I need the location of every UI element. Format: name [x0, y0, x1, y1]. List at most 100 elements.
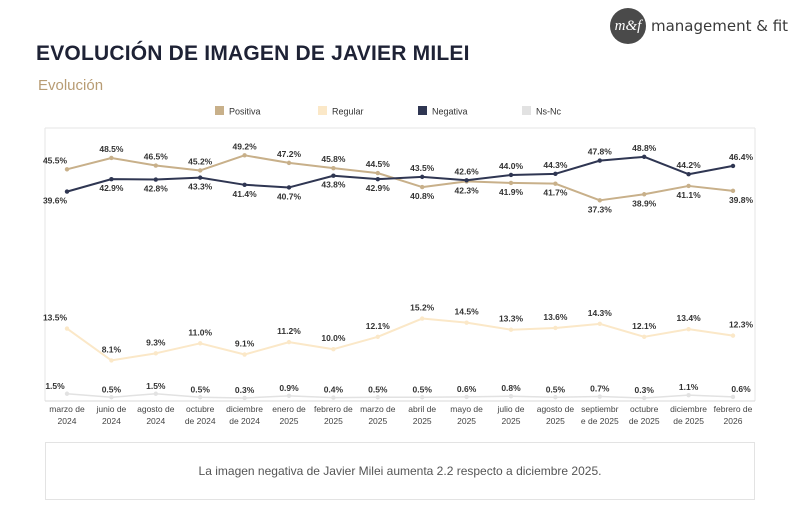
x-tick-label: diciembre	[670, 404, 707, 414]
data-label-ns-nc: 0.4%	[324, 385, 344, 395]
data-label-negativa: 42.9%	[366, 183, 391, 193]
data-label-positiva: 41.1%	[677, 190, 702, 200]
data-point-ns-nc	[597, 394, 602, 399]
data-label-negativa: 44.0%	[499, 161, 524, 171]
data-label-regular: 11.0%	[188, 327, 212, 337]
data-point-regular	[553, 325, 558, 331]
data-label-positiva: 47.2%	[277, 149, 302, 159]
data-label-ns-nc: 0.7%	[590, 384, 610, 394]
legend-swatch-positiva	[215, 106, 224, 115]
x-tick-label: febrero de	[314, 404, 353, 414]
data-label-regular: 8.1%	[102, 344, 122, 354]
page-subtitle: Evolución	[38, 77, 104, 94]
legend-label-regular: Regular	[332, 107, 364, 117]
x-tick-label: junio de	[96, 404, 127, 414]
x-tick-label: 2026	[724, 416, 743, 426]
data-point-ns-nc	[420, 395, 425, 400]
x-tick-label: 2025	[546, 416, 565, 426]
data-label-regular: 15.2%	[410, 303, 435, 313]
data-point-regular	[286, 339, 292, 345]
data-point-ns-nc	[642, 395, 647, 401]
data-label-ns-nc: 1.5%	[146, 381, 166, 391]
data-label-ns-nc: 1.1%	[679, 382, 699, 392]
x-tick-label: e de 2025	[581, 416, 619, 426]
data-label-positiva: 41.7%	[543, 188, 568, 198]
data-point-positiva	[686, 183, 691, 189]
data-label-positiva: 45.5%	[43, 155, 68, 165]
x-tick-label: 2025	[368, 416, 387, 426]
data-label-positiva: 38.9%	[632, 198, 657, 208]
data-label-ns-nc: 1.5%	[45, 381, 65, 391]
data-label-ns-nc: 0.6%	[731, 384, 751, 394]
data-point-regular	[198, 341, 203, 346]
data-label-negativa: 42.9%	[99, 183, 124, 193]
x-tick-label: octubre	[186, 404, 215, 414]
data-point-ns-nc	[64, 391, 70, 396]
data-point-positiva	[375, 170, 380, 176]
data-point-ns-nc	[242, 395, 247, 401]
page-title: EVOLUCIÓN DE IMAGEN DE JAVIER MILEI	[36, 42, 470, 65]
data-point-regular	[331, 347, 336, 352]
data-point-ns-nc	[464, 394, 469, 400]
data-point-negativa	[642, 154, 647, 160]
x-tick-label: de 2024	[185, 416, 216, 426]
data-label-regular: 12.1%	[366, 321, 391, 331]
data-point-positiva	[331, 165, 336, 171]
data-label-negativa: 40.7%	[277, 191, 302, 201]
legend-label-negativa: Negativa	[432, 107, 468, 117]
data-label-positiva: 44.5%	[366, 159, 391, 169]
data-point-ns-nc	[331, 395, 336, 400]
data-label-regular: 9.3%	[146, 337, 166, 347]
x-tick-label: mayo de	[450, 404, 483, 414]
legend-swatch-regular	[318, 106, 327, 115]
data-point-ns-nc	[686, 392, 691, 398]
data-point-regular	[730, 333, 736, 338]
data-point-positiva	[597, 198, 602, 203]
data-point-ns-nc	[508, 394, 514, 399]
x-tick-label: de 2025	[673, 416, 704, 426]
data-label-positiva: 39.8%	[729, 195, 754, 205]
x-tick-label: agosto de	[537, 404, 575, 414]
x-tick-label: enero de	[272, 404, 306, 414]
data-label-regular: 13.5%	[43, 313, 68, 323]
data-point-negativa	[64, 189, 70, 194]
data-point-positiva	[730, 188, 736, 194]
data-label-positiva: 42.3%	[455, 185, 480, 195]
data-label-ns-nc: 0.5%	[546, 384, 566, 394]
data-label-ns-nc: 0.5%	[191, 384, 211, 394]
data-point-positiva	[64, 167, 70, 172]
data-label-regular: 12.3%	[729, 320, 754, 330]
data-point-regular	[597, 321, 602, 327]
x-tick-label: diciembre	[226, 404, 263, 414]
x-tick-label: marzo de	[49, 404, 85, 414]
data-label-positiva: 45.2%	[188, 156, 213, 166]
data-label-negativa: 48.8%	[632, 143, 657, 153]
data-point-ns-nc	[375, 395, 380, 400]
data-point-positiva	[153, 163, 158, 168]
data-label-negativa: 44.3%	[543, 160, 568, 170]
data-point-negativa	[286, 185, 292, 190]
data-label-positiva: 37.3%	[588, 204, 613, 214]
data-point-regular	[64, 326, 70, 331]
series-line-negativa	[66, 155, 734, 193]
data-point-positiva	[642, 192, 647, 197]
data-point-ns-nc	[109, 395, 114, 400]
data-label-ns-nc: 0.5%	[102, 384, 122, 394]
data-point-negativa	[420, 174, 425, 180]
x-tick-label: 2025	[457, 416, 476, 426]
data-label-negativa: 43.5%	[410, 163, 435, 173]
data-point-negativa	[331, 173, 336, 178]
data-point-regular	[642, 334, 647, 340]
data-label-negativa: 42.8%	[144, 184, 169, 194]
data-point-negativa	[730, 163, 736, 169]
data-point-ns-nc	[286, 393, 292, 399]
x-tick-label: marzo de	[360, 404, 396, 414]
x-tick-label: 2025	[280, 416, 299, 426]
data-label-negativa: 43.8%	[321, 180, 346, 190]
data-point-regular	[420, 316, 425, 321]
data-point-negativa	[597, 158, 602, 163]
x-tick-label: 2025	[502, 416, 521, 426]
data-label-regular: 14.3%	[588, 308, 613, 318]
data-label-positiva: 48.5%	[99, 144, 124, 154]
data-label-positiva: 41.9%	[499, 187, 524, 197]
